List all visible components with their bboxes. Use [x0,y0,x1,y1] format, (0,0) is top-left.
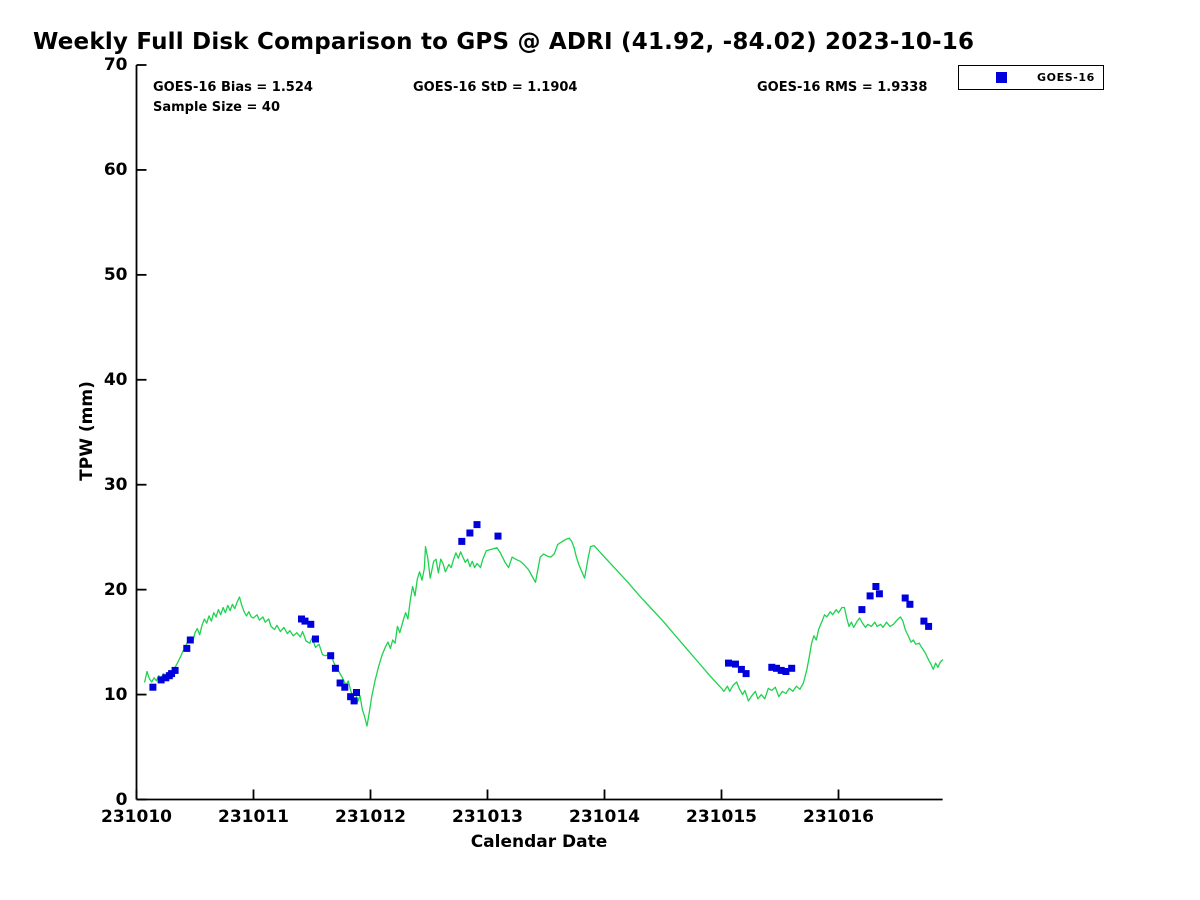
x-tick-label: 231011 [218,806,289,827]
goes16-marker [347,693,355,701]
y-tick-label: 20 [103,579,128,600]
goes16-marker [782,668,790,675]
goes16-marker [872,583,880,590]
x-tick-label: 231013 [452,806,523,827]
stat-std: GOES-16 StD = 1.1904 [413,80,578,95]
goes16-marker [149,683,157,691]
goes16-marker [920,617,928,625]
goes16-marker [353,689,360,696]
goes16-marker [307,620,315,628]
y-tick-label: 0 [115,789,128,810]
goes16-markers [149,521,933,705]
goes16-marker [458,537,466,545]
goes16-marker [742,670,750,678]
y-tick-label: 60 [103,159,128,180]
x-tick-label: 231012 [335,806,406,827]
legend-box: GOES-16 [958,65,1104,90]
y-tick-label: 50 [103,264,128,285]
chart-title: Weekly Full Disk Comparison to GPS @ ADR… [33,29,975,55]
goes16-marker [473,521,481,529]
goes16-marker [901,594,909,602]
goes16-marker [788,664,796,672]
goes16-marker [768,663,776,671]
goes16-marker [773,664,780,672]
stat-rms: GOES-16 RMS = 1.9338 [757,80,928,95]
x-tick-label: 231010 [101,806,172,827]
goes16-marker [466,529,474,537]
x-tick-label: 231016 [803,806,874,827]
goes16-marker [350,697,358,705]
goes16-marker [186,636,194,644]
goes16-marker [494,532,502,540]
goes16-marker [866,592,874,600]
goes16-marker [157,676,165,684]
y-tick-label: 40 [103,369,128,390]
goes16-marker [732,660,739,668]
x-tick-label: 231014 [569,806,640,827]
stat-bias: GOES-16 Bias = 1.524 [153,80,313,95]
x-axis-label: Calendar Date [470,832,608,852]
x-tick-label: 231015 [686,806,757,827]
goes16-marker [312,635,319,643]
legend-goes16-label: GOES-16 [1037,71,1095,84]
legend-goes16-square-icon [996,72,1007,83]
goes16-marker [327,652,335,660]
y-tick-label: 10 [103,684,128,705]
goes16-marker [301,617,309,625]
goes16-marker [331,664,339,672]
gps-line [144,537,944,727]
goes16-marker [725,659,732,667]
stat-sample-size: Sample Size = 40 [153,100,281,115]
goes16-marker [875,590,883,598]
goes16-marker [737,665,745,673]
goes16-marker [906,600,914,608]
y-tick-label: 70 [103,55,128,75]
goes16-marker [858,606,866,614]
goes16-marker [183,644,191,652]
goes16-marker [341,683,349,691]
goes16-marker [777,666,785,674]
goes16-marker [925,622,933,630]
y-tick-label: 30 [103,474,128,495]
goes16-marker [336,679,344,687]
goes16-marker [171,666,179,674]
